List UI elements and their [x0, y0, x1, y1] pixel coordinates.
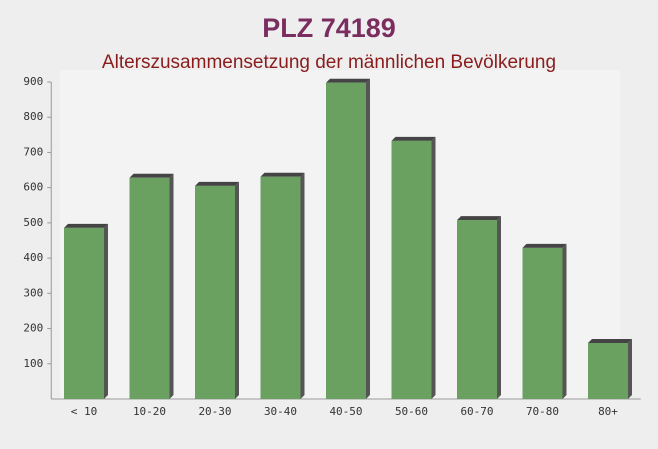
y-tick-label: 700	[23, 145, 43, 158]
bar-top	[588, 338, 632, 343]
bar	[522, 247, 563, 399]
y-tick-label: 800	[23, 110, 43, 123]
bar-top	[457, 216, 501, 221]
x-tick-label: 10-20	[133, 405, 166, 418]
y-tick-label: 600	[23, 181, 43, 194]
y-tick-label: 100	[23, 357, 43, 370]
y-tick-label: 500	[23, 216, 43, 229]
y-tick-label: 300	[23, 286, 43, 299]
bar-side	[431, 136, 436, 399]
bar-top	[129, 173, 174, 178]
x-tick-label: 40-50	[329, 405, 362, 418]
x-tick-label: 80+	[598, 405, 618, 418]
chart-title: PLZ 74189	[262, 13, 396, 43]
bar-side	[497, 216, 501, 399]
bar-side	[628, 338, 632, 399]
y-tick-label: 200	[23, 322, 43, 335]
bar-side	[300, 172, 305, 399]
bar	[64, 227, 104, 399]
bar	[457, 220, 497, 399]
x-tick-label: 50-60	[395, 405, 428, 418]
bar-side	[104, 223, 108, 399]
bar-side	[366, 78, 370, 400]
bar-top	[64, 223, 108, 228]
bar-top	[391, 136, 436, 141]
bar-side	[169, 173, 174, 399]
bar-top	[260, 172, 305, 177]
bar-top	[522, 243, 567, 248]
bar	[195, 185, 235, 399]
bar	[588, 342, 628, 399]
bar	[129, 177, 170, 399]
chart-subtitle: Alterszusammensetzung der männlichen Bev…	[102, 52, 556, 73]
y-tick-label: 900	[23, 75, 43, 88]
bar	[391, 140, 432, 399]
bar	[260, 176, 301, 399]
bar-top	[195, 181, 239, 186]
bar-side	[562, 243, 567, 399]
x-tick-label: < 10	[71, 405, 98, 418]
y-tick-label: 400	[23, 251, 43, 264]
x-tick-label: 20-30	[198, 405, 231, 418]
x-tick-label: 60-70	[460, 405, 493, 418]
x-tick-label: 70-80	[526, 405, 559, 418]
bar-top	[326, 78, 370, 83]
bar	[326, 82, 366, 400]
x-tick-label: 30-40	[264, 405, 297, 418]
bar-side	[235, 181, 239, 399]
